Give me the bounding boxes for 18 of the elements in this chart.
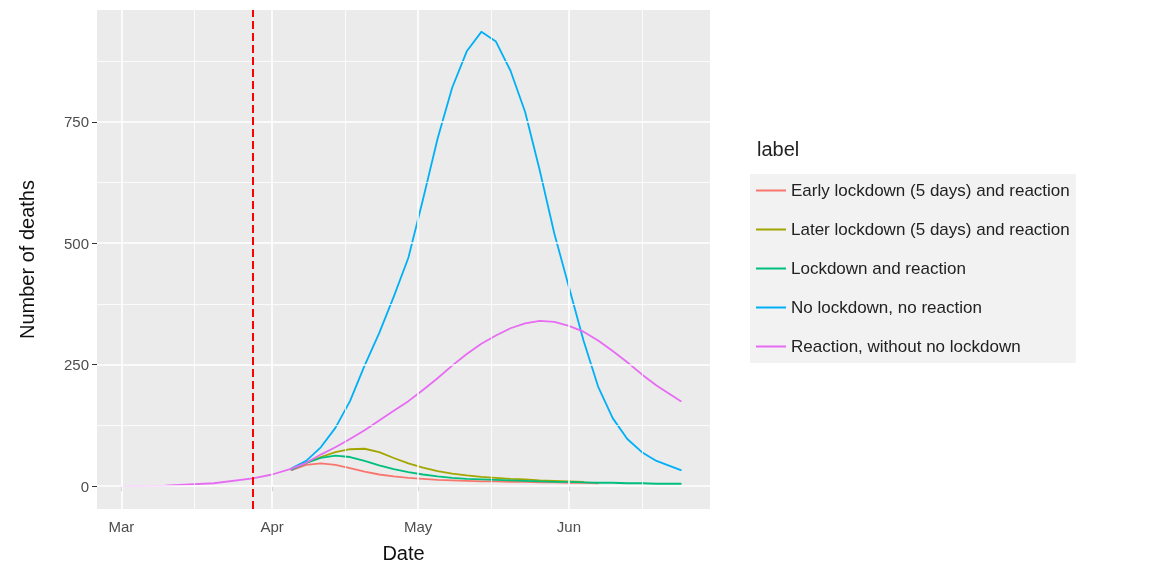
x-tick-label: May (403, 518, 433, 535)
x-tick-label: Mar (108, 518, 135, 535)
legend-label: Reaction, without no lockdown (791, 337, 1021, 356)
x-axis-title: Date (382, 542, 425, 564)
line-series (290, 454, 682, 485)
legend-label: No lockdown, no reaction (791, 298, 982, 317)
x-tick-label: Jun (556, 518, 582, 535)
legend-label: Early lockdown (5 days) and reaction (791, 181, 1070, 200)
y-tick-label: 500 (63, 234, 89, 252)
y-axis-title: Number of deaths (16, 180, 38, 339)
y-tick-label: 750 (63, 113, 89, 131)
legend-title: label (757, 138, 800, 160)
line-series (290, 30, 682, 472)
y-tick-label: 250 (63, 356, 89, 374)
legend-label: Lockdown and reaction (791, 259, 966, 278)
y-tick-label: 0 (80, 477, 89, 495)
x-tick-label: Apr (260, 518, 284, 535)
legend-label: Later lockdown (5 days) and reaction (791, 220, 1070, 239)
